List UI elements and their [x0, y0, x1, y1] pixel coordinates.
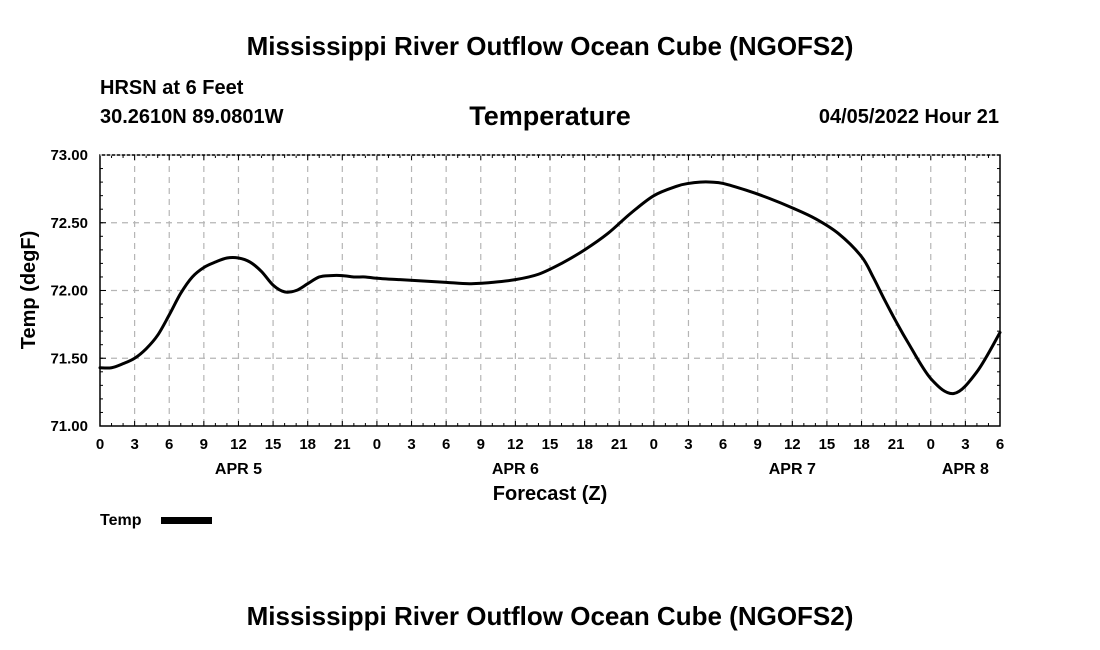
legend: Temp [100, 512, 212, 529]
y-tick-label: 71.00 [50, 418, 88, 435]
y-tick-label: 73.00 [50, 147, 88, 164]
x-tick-label: 15 [542, 436, 559, 453]
legend-label-temp: Temp [100, 512, 142, 529]
y-tick-label: 72.50 [50, 215, 88, 232]
station-coords: 30.2610N 89.0801W [100, 106, 284, 128]
x-tick-label: 18 [299, 436, 316, 453]
x-tick-label: 3 [961, 436, 969, 453]
x-day-label: APR 6 [492, 461, 539, 478]
x-tick-label: 21 [334, 436, 351, 453]
x-tick-label: 12 [784, 436, 801, 453]
page-title: Mississippi River Outflow Ocean Cube (NG… [246, 31, 854, 61]
x-tick-label: 3 [684, 436, 692, 453]
y-axis-title: Temp (degF) [18, 231, 40, 350]
series-line-temp [98, 180, 1002, 396]
x-tick-label: 3 [407, 436, 415, 453]
x-tick-label: 18 [853, 436, 870, 453]
x-tick-label: 12 [230, 436, 247, 453]
x-tick-label: 6 [719, 436, 727, 453]
legend-swatch-temp [161, 517, 212, 524]
x-day-label: APR 7 [769, 461, 816, 478]
chart-grid [100, 155, 1000, 426]
panel-title: Temperature [469, 101, 631, 131]
x-tick-label: 9 [477, 436, 485, 453]
chart-axes [99, 154, 1001, 427]
x-tick-label: 12 [507, 436, 524, 453]
x-tick-label: 21 [888, 436, 905, 453]
y-tick-label: 72.00 [50, 283, 88, 300]
x-tick-label: 15 [819, 436, 836, 453]
x-tick-label: 6 [996, 436, 1004, 453]
x-tick-label: 0 [373, 436, 381, 453]
chart-series [98, 180, 1002, 396]
chart-tick-labels: 0 3 6 9 12 15 18 21 0 3 6 9 12 15 18 21 0 3 6 9 12 15 18 21 0 3 6 7… [50, 147, 1004, 478]
x-day-label: APR 5 [215, 461, 262, 478]
x-tick-label: 21 [611, 436, 628, 453]
x-tick-label: 6 [165, 436, 173, 453]
x-tick-label: 0 [927, 436, 935, 453]
station-name: HRSN at 6 Feet [100, 77, 244, 99]
y-tick-label: 71.50 [50, 350, 88, 367]
x-tick-label: 6 [442, 436, 450, 453]
x-tick-label: 0 [96, 436, 104, 453]
x-tick-label: 3 [130, 436, 138, 453]
x-tick-label: 9 [754, 436, 762, 453]
x-tick-label: 0 [650, 436, 658, 453]
forecast-timestamp: 04/05/2022 Hour 21 [818, 106, 999, 128]
x-day-label: APR 8 [942, 461, 989, 478]
footer-title: Mississippi River Outflow Ocean Cube (NG… [246, 601, 854, 631]
x-axis-title: Forecast (Z) [493, 483, 607, 505]
x-tick-label: 18 [576, 436, 593, 453]
x-tick-label: 15 [265, 436, 282, 453]
x-tick-label: 9 [200, 436, 208, 453]
